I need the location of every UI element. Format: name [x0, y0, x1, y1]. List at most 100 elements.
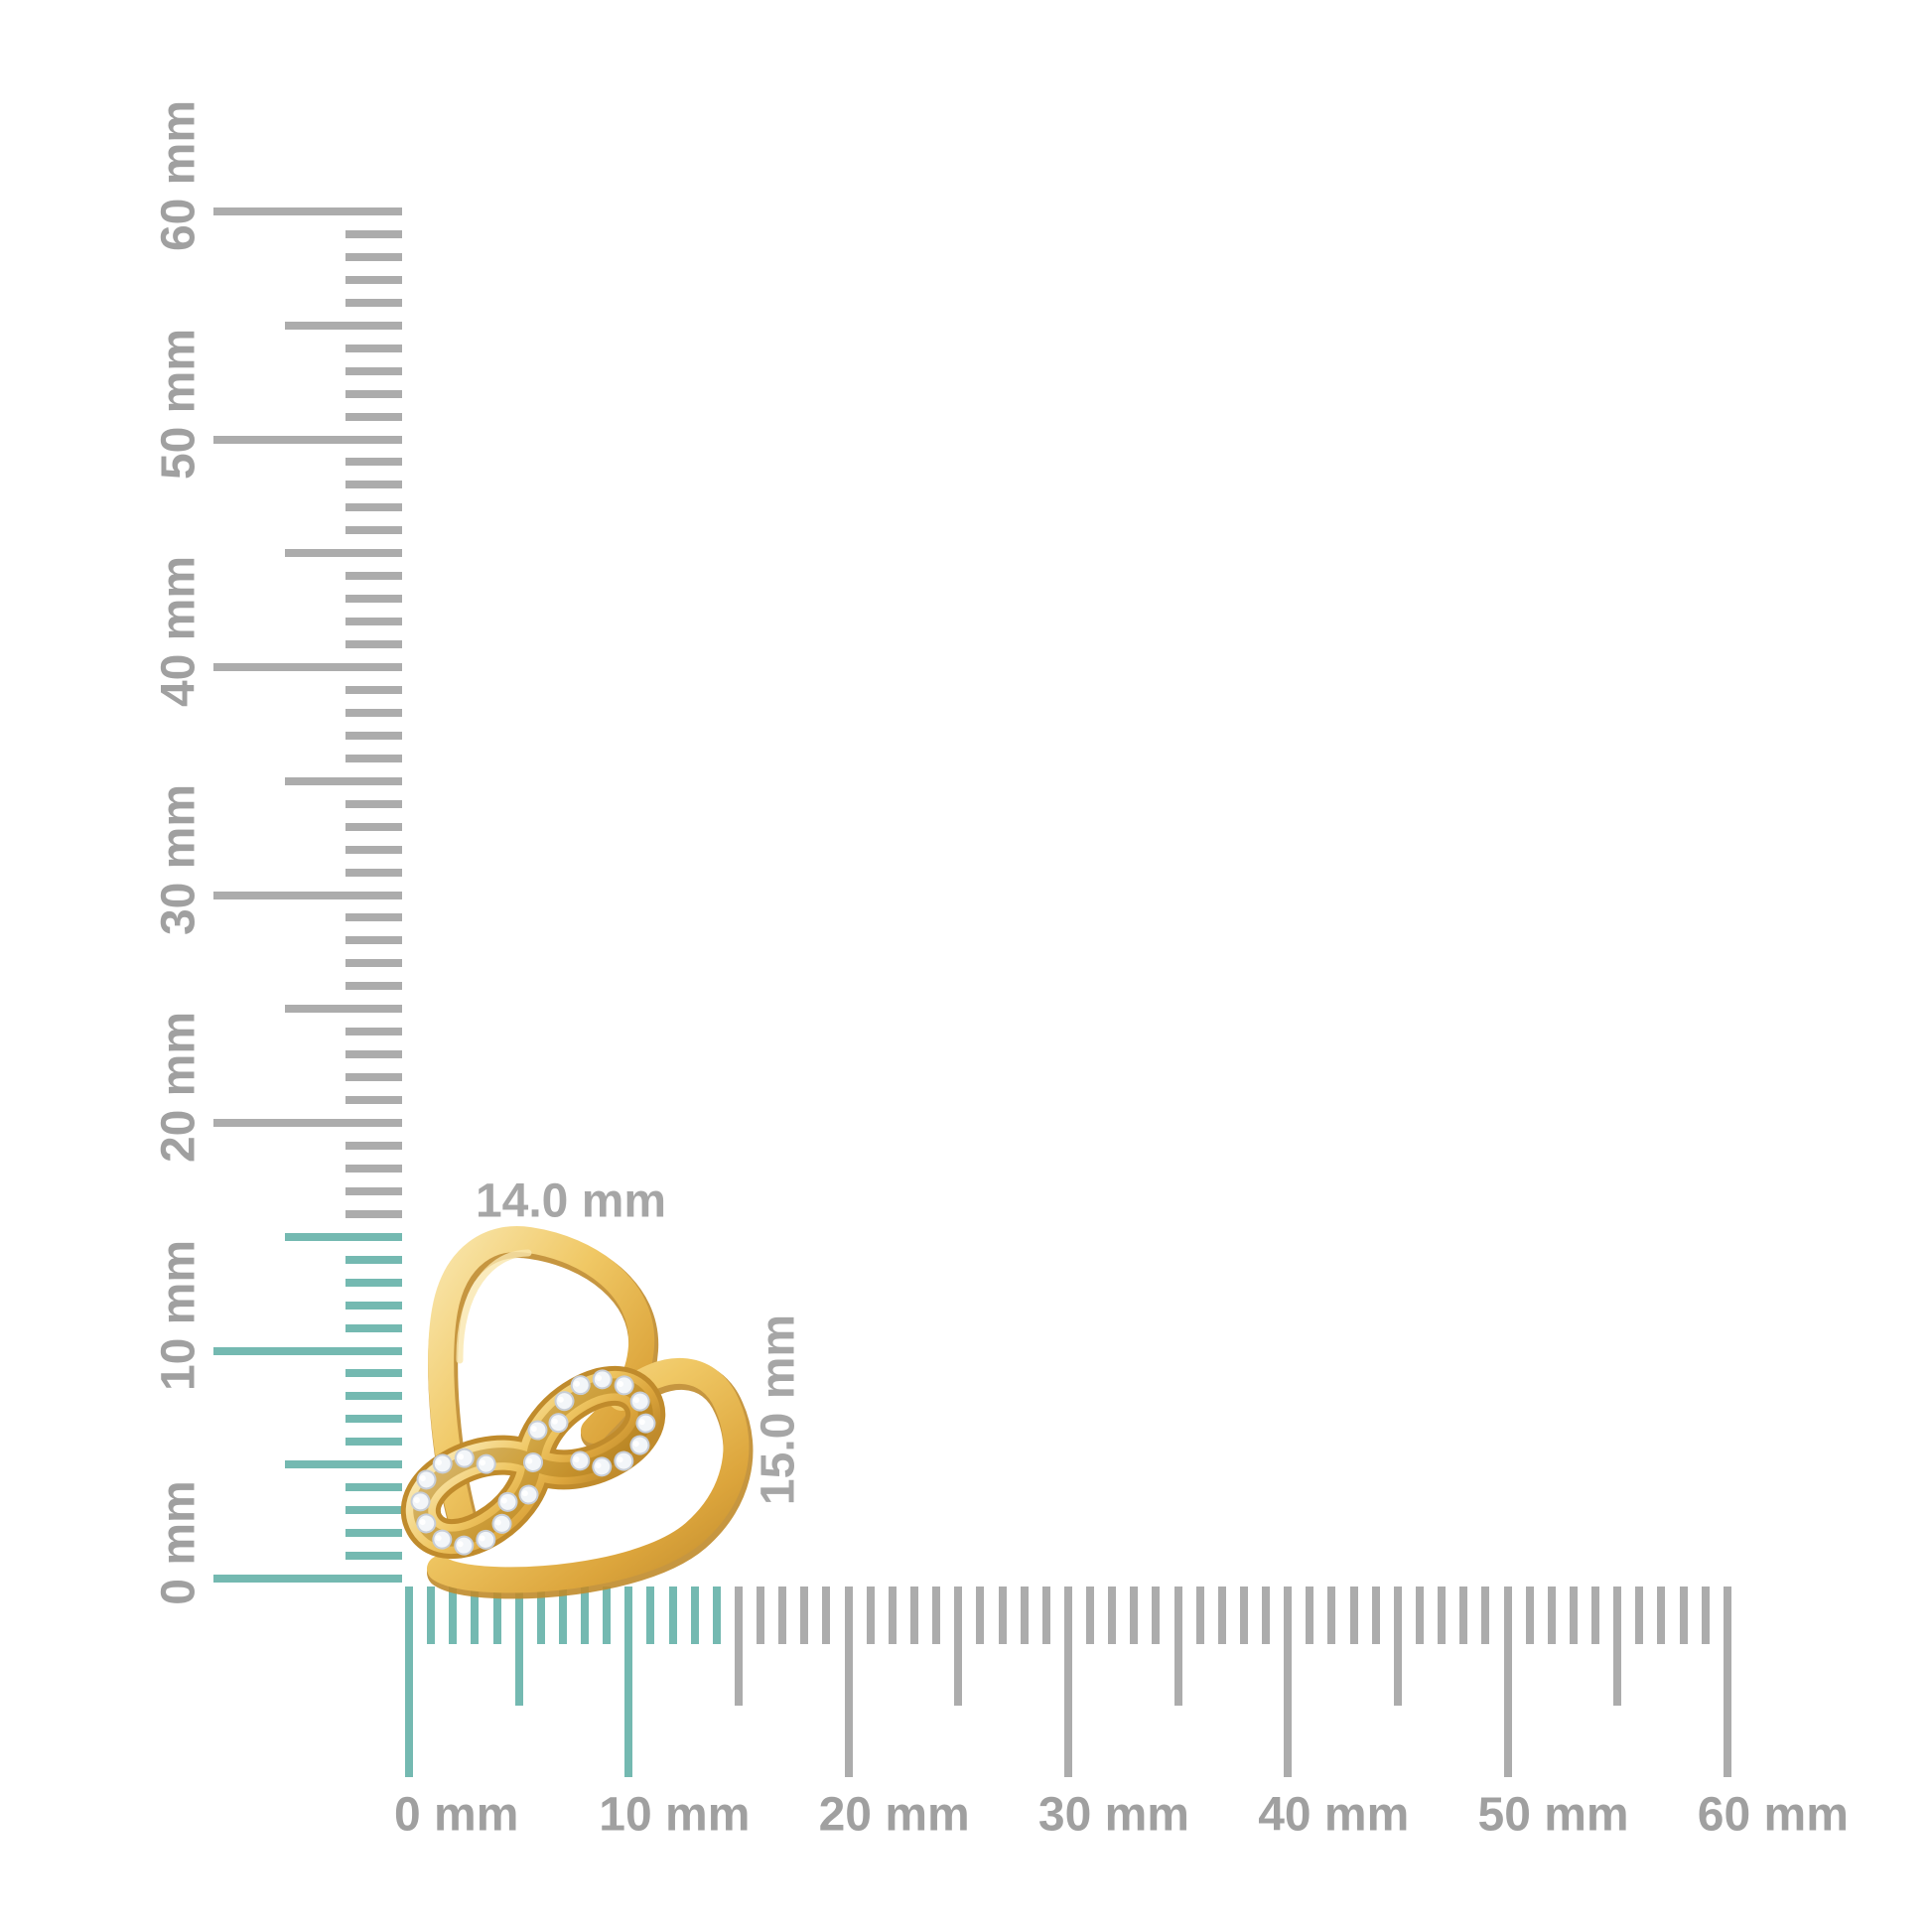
vruler-tick-3mm — [345, 1506, 402, 1515]
vruler-tick-45mm — [285, 549, 402, 558]
vruler-tick-36mm — [345, 754, 402, 762]
vruler-tick-23mm — [345, 1050, 402, 1059]
vruler-tick-24mm — [345, 1028, 402, 1036]
hruler-tick-34mm — [1152, 1587, 1161, 1644]
vruler-tick-15mm — [285, 1232, 402, 1241]
vruler-tick-22mm — [345, 1073, 402, 1082]
hruler-tick-0mm — [405, 1587, 413, 1777]
hruler-tick-7mm — [558, 1587, 567, 1644]
heart-ribbon — [427, 1226, 754, 1599]
hruler-label: 0 mm — [394, 1788, 519, 1842]
hruler-tick-57mm — [1657, 1587, 1666, 1644]
diamond-sparkle — [632, 1441, 639, 1448]
diamond-sparkle — [617, 1456, 623, 1463]
vruler-tick-25mm — [285, 1005, 402, 1014]
vruler-tick-0mm — [213, 1575, 402, 1583]
pave-diamond — [592, 1369, 613, 1390]
vruler-tick-60mm — [213, 207, 402, 215]
vruler-tick-53mm — [345, 366, 402, 375]
diamond-sparkle — [500, 1497, 507, 1504]
hruler-tick-18mm — [800, 1587, 809, 1644]
pave-diamond — [416, 1469, 437, 1490]
vruler-tick-28mm — [345, 936, 402, 945]
pave-diamond — [570, 1375, 591, 1396]
hruler-label: 30 mm — [1037, 1788, 1189, 1842]
hruler-tick-39mm — [1262, 1587, 1271, 1644]
pave-diamond — [497, 1491, 518, 1512]
vruler-label: 0 mm — [152, 1480, 206, 1605]
vruler-tick-48mm — [345, 481, 402, 489]
hruler-tick-37mm — [1217, 1587, 1226, 1644]
hruler-tick-54mm — [1591, 1587, 1600, 1644]
vruler-tick-30mm — [213, 891, 402, 899]
vruler-label: 20 mm — [152, 1011, 206, 1164]
hruler-tick-49mm — [1481, 1587, 1490, 1644]
hruler-tick-41mm — [1306, 1587, 1314, 1644]
diamond-sparkle — [638, 1419, 645, 1426]
diamond-sparkle — [458, 1453, 465, 1460]
diamond-sparkle — [526, 1457, 533, 1464]
hruler-tick-26mm — [976, 1587, 985, 1644]
pave-diamond — [592, 1456, 613, 1477]
vruler-tick-39mm — [345, 685, 402, 694]
diamond-sparkle — [573, 1455, 580, 1462]
hruler-tick-19mm — [822, 1587, 831, 1644]
diamond-sparkle — [596, 1375, 603, 1382]
hruler-tick-56mm — [1635, 1587, 1644, 1644]
vruler-tick-12mm — [345, 1301, 402, 1310]
pave-diamond — [454, 1448, 475, 1468]
hruler-tick-43mm — [1349, 1587, 1358, 1644]
pave-diamond — [432, 1453, 453, 1474]
vruler-tick-20mm — [213, 1119, 402, 1127]
pave-diamond — [629, 1391, 650, 1412]
vruler-label: 10 mm — [152, 1239, 206, 1391]
gold-highlight — [456, 1249, 532, 1364]
pave-diamond — [554, 1391, 575, 1412]
vruler-tick-29mm — [345, 913, 402, 922]
vruler-tick-13mm — [345, 1278, 402, 1287]
hruler-tick-44mm — [1371, 1587, 1380, 1644]
vruler-tick-21mm — [345, 1096, 402, 1105]
hruler-tick-45mm — [1393, 1587, 1402, 1706]
diamond-sparkle — [494, 1519, 501, 1526]
vruler-tick-49mm — [345, 458, 402, 467]
pave-diamond — [416, 1513, 437, 1534]
vruler-label: 60 mm — [152, 99, 206, 252]
vruler-tick-31mm — [345, 868, 402, 877]
vruler-tick-59mm — [345, 229, 402, 238]
vruler-tick-41mm — [345, 640, 402, 649]
pave-diamond — [527, 1420, 548, 1441]
vruler-tick-14mm — [345, 1255, 402, 1264]
hruler-tick-53mm — [1569, 1587, 1578, 1644]
hruler-tick-22mm — [888, 1587, 897, 1644]
hruler-tick-15mm — [734, 1587, 743, 1706]
vruler-tick-35mm — [285, 776, 402, 785]
vruler-tick-19mm — [345, 1141, 402, 1150]
hruler-label: 10 mm — [599, 1788, 751, 1842]
diamond-sparkle — [480, 1459, 486, 1466]
vruler-tick-54mm — [345, 344, 402, 352]
vruler-tick-7mm — [345, 1415, 402, 1424]
diamond-sparkle — [457, 1541, 464, 1548]
vruler-tick-26mm — [345, 982, 402, 991]
pave-diamond — [476, 1453, 496, 1474]
vruler-tick-9mm — [345, 1369, 402, 1378]
diamond-sparkle — [557, 1396, 564, 1403]
pave-diamond — [614, 1375, 634, 1396]
hruler-tick-25mm — [954, 1587, 963, 1706]
hruler-tick-27mm — [998, 1587, 1007, 1644]
vruler-tick-1mm — [345, 1552, 402, 1561]
diamond-sparkle — [435, 1535, 442, 1542]
hruler-tick-3mm — [471, 1587, 480, 1644]
pave-diamond — [548, 1413, 569, 1434]
pave-diamond — [629, 1435, 650, 1455]
diamond-sparkle — [618, 1381, 624, 1388]
hruler-tick-23mm — [909, 1587, 918, 1644]
hruler-tick-20mm — [844, 1587, 853, 1777]
vruler-tick-42mm — [345, 618, 402, 626]
hruler-tick-50mm — [1503, 1587, 1512, 1777]
pave-diamond — [432, 1529, 453, 1550]
pave-diamonds — [410, 1369, 656, 1556]
vruler-tick-52mm — [345, 389, 402, 398]
